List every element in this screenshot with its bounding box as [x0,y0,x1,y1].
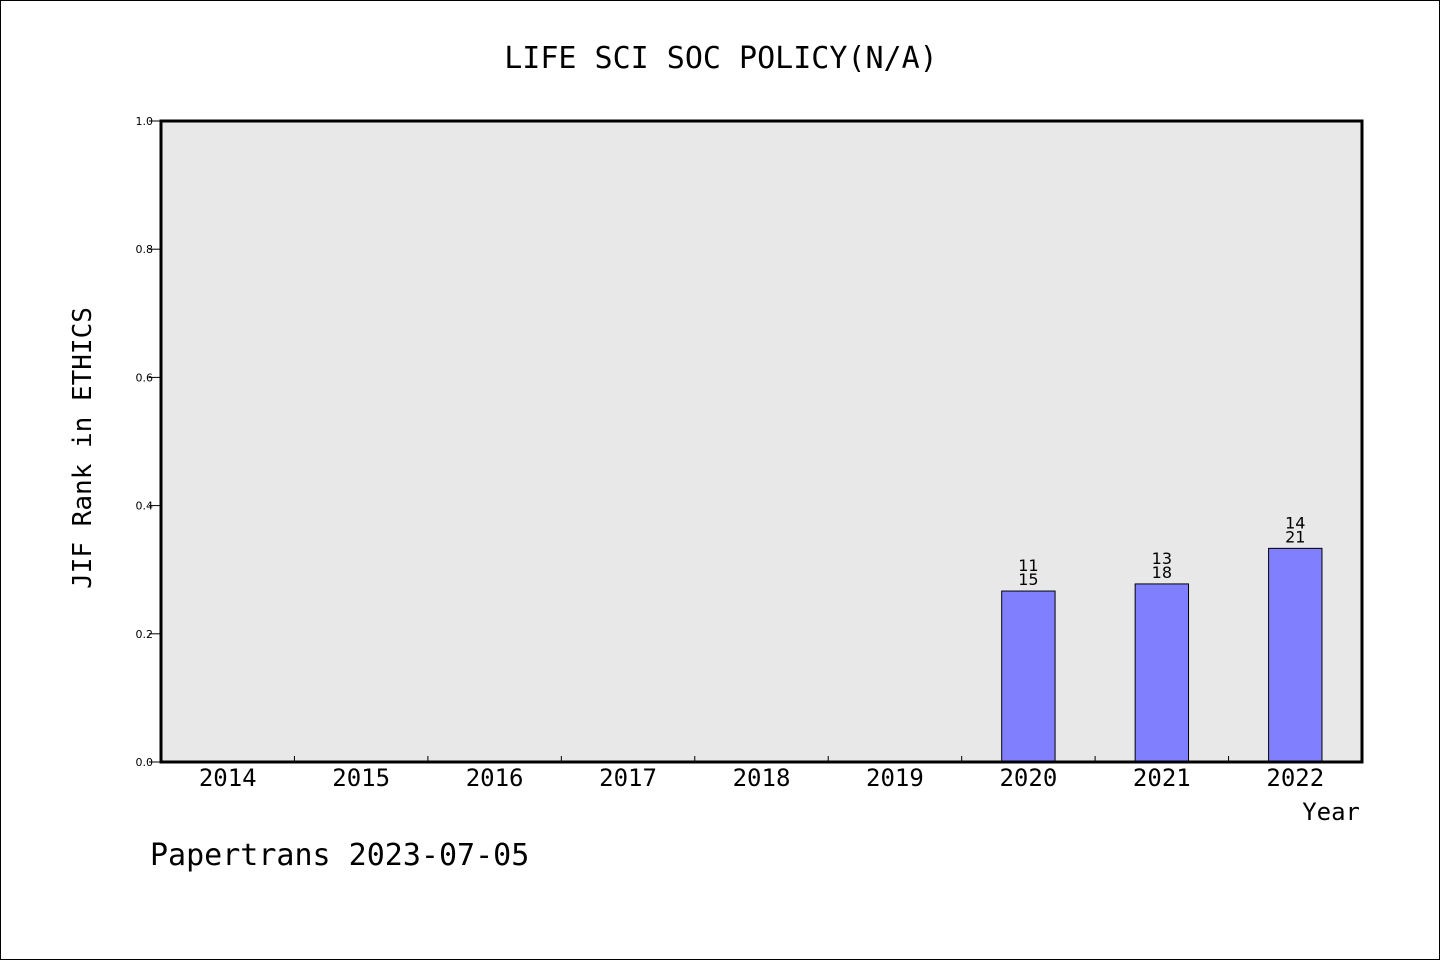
bar [1001,590,1056,763]
data-label-total: 15 [1018,570,1038,589]
x-tick-label: 2014 [199,764,257,792]
y-ticks-group: 0.0 0.2 0.4 0.6 0.8 1.0 [136,115,161,769]
x-tick-label: 2020 [999,764,1057,792]
y-tick-label: 0.6 [136,371,154,384]
x-tick-label: 2019 [866,764,924,792]
bars-group [1001,547,1323,763]
x-tick-label: 2022 [1266,764,1324,792]
chart-title: LIFE SCI SOC POLICY(N/A) [504,41,937,76]
y-tick-label: 0.8 [136,243,154,256]
data-label-rank: 14 [1285,513,1305,532]
x-ticks-group: 2014 2015 2016 2017 2018 2019 2020 2021 2022 [199,756,1324,792]
x-tick-label: 2018 [733,764,791,792]
y-tick-label: 0.0 [136,756,154,769]
x-tick-label: 2016 [466,764,524,792]
x-tick-label: 2021 [1133,764,1191,792]
x-axis-label: Year [1302,798,1360,826]
bar [1268,547,1323,763]
y-axis-label: JIF Rank in ETHICS [68,307,98,589]
data-label-rank: 13 [1152,549,1172,568]
data-label-rank: 11 [1018,556,1038,575]
bar [1134,583,1190,763]
data-label-total: 21 [1285,527,1305,546]
plot-frame [159,119,1364,764]
y-tick-label: 0.4 [136,500,154,513]
y-tick-label: 1.0 [136,115,154,128]
y-tick-label: 0.2 [136,628,154,641]
x-tick-label: 2017 [599,764,657,792]
footer-credit: Papertrans 2023-07-05 [150,838,529,873]
data-label-total: 18 [1152,563,1172,582]
x-tick-label: 2015 [332,764,390,792]
